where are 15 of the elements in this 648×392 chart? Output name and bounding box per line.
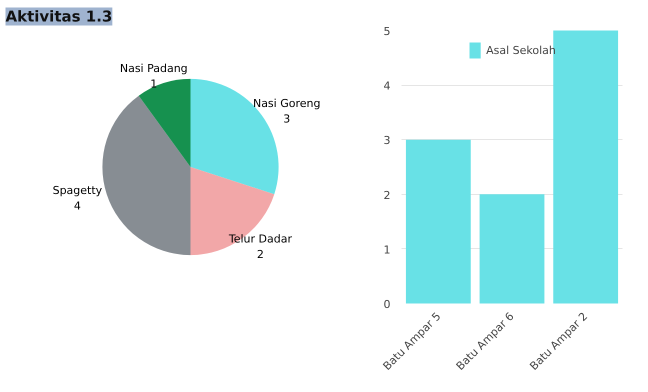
slice-label: Telur Dadar <box>228 232 292 246</box>
y-tick-label: 2 <box>384 188 390 202</box>
data-label: 3 <box>283 112 290 126</box>
slice-label: Nasi Padang <box>120 62 188 75</box>
data-label: 1 <box>150 77 158 90</box>
y-tick-label: 1 <box>384 243 390 256</box>
y-tick-label: 0 <box>384 298 390 311</box>
chart-title: Aktivitas 1.3 <box>6 8 112 26</box>
data-label: 4 <box>74 200 81 213</box>
y-tick-label: 4 <box>384 80 390 93</box>
slice-label: Spagetty <box>52 184 103 197</box>
y-tick-label: 3 <box>384 134 390 148</box>
slice-label: Nasi Goreng <box>252 96 320 110</box>
data-label: 2 <box>256 248 264 262</box>
y-tick-label: 5 <box>384 25 390 38</box>
